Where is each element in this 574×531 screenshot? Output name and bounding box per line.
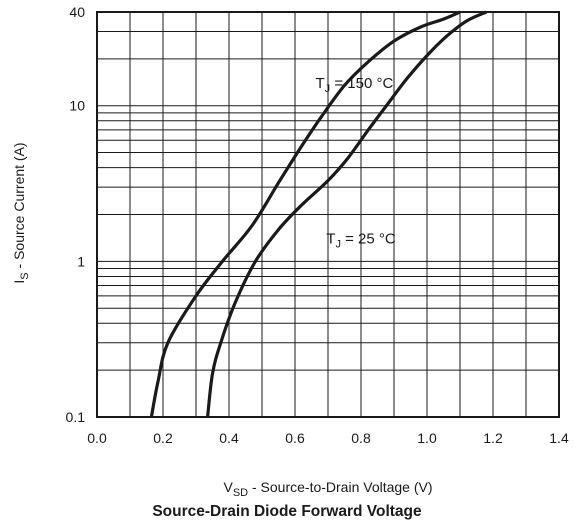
x-tick-label: 0.6 <box>285 430 305 446</box>
x-tick-label: 0.2 <box>153 430 173 446</box>
x-tick-label: 1.4 <box>549 430 569 446</box>
series-curves <box>149 10 488 418</box>
series-line-150c <box>149 10 461 418</box>
label-150c: TJ = 150 °C <box>316 75 394 95</box>
x-tick-label: 0.4 <box>219 430 239 446</box>
y-tick-label: 10 <box>69 98 85 114</box>
x-tick-label: 0.8 <box>351 430 371 446</box>
grid-lines <box>97 11 559 417</box>
x-tick-labels: 0.0 0.2 0.4 0.6 0.8 1.0 1.2 1.4 <box>87 430 569 446</box>
x-axis-label: VSD - Source-to-Drain Voltage (V) <box>223 479 432 499</box>
y-tick-label: 0.1 <box>66 409 86 425</box>
x-tick-label: 1.0 <box>417 430 437 446</box>
x-tick-label: 0.0 <box>87 430 107 446</box>
y-tick-label: 40 <box>69 4 85 20</box>
x-tick-label: 1.2 <box>483 430 503 446</box>
label-25c: TJ = 25 °C <box>326 231 396 251</box>
plot-frame <box>96 11 560 418</box>
series-line-25c <box>206 10 488 418</box>
y-axis-label: IS - Source Current (A) <box>11 142 31 283</box>
chart-title: Source-Drain Diode Forward Voltage <box>152 503 422 520</box>
series-annotations: TJ = 150 °C TJ = 25 °C <box>316 75 396 251</box>
y-tick-labels: 0.1 1 10 40 <box>66 4 86 425</box>
y-tick-label: 1 <box>77 253 85 269</box>
